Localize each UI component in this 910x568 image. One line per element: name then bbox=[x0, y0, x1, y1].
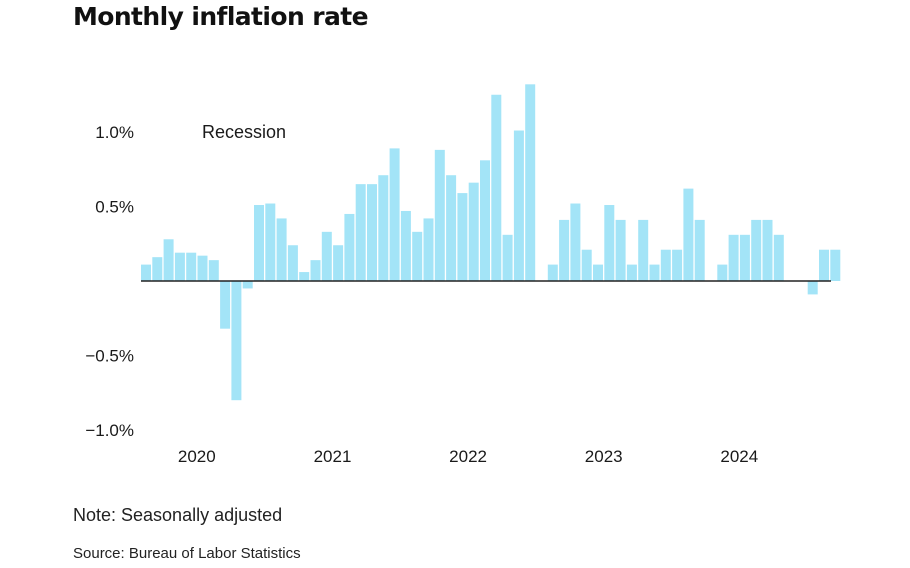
bar-2020-06 bbox=[197, 255, 208, 281]
bar-2020-08 bbox=[220, 281, 231, 329]
bar-2023-10 bbox=[649, 264, 660, 281]
bar-2022-06 bbox=[468, 182, 479, 281]
bar-2022-10 bbox=[513, 130, 524, 281]
chart-note: Note: Seasonally adjusted bbox=[73, 505, 283, 525]
bar-2020-05 bbox=[186, 252, 197, 281]
bar-2020-12 bbox=[265, 203, 276, 281]
chart-plot: 1.0% 0.5% −0.5% −1.0% 2020 2021 2022 2023 2024 Re… bbox=[85, 84, 841, 466]
bar-2022-01 bbox=[412, 231, 423, 281]
bar-2020-03 bbox=[163, 239, 174, 281]
bar-2023-04 bbox=[581, 249, 592, 281]
bar-2021-05 bbox=[321, 231, 332, 281]
bar-2023-01 bbox=[547, 264, 558, 281]
bar-2023-09 bbox=[638, 219, 649, 281]
bar-2023-11 bbox=[660, 249, 671, 281]
bar-2020-02 bbox=[152, 257, 163, 281]
bar-2021-12 bbox=[400, 210, 411, 281]
bar-2024-09 bbox=[773, 234, 784, 281]
bar-2022-09 bbox=[502, 234, 513, 281]
bar-2021-11 bbox=[389, 148, 400, 281]
bar-2021-06 bbox=[333, 245, 344, 281]
bar-2020-04 bbox=[174, 252, 185, 281]
y-tick-label: −0.5% bbox=[85, 347, 134, 366]
bar-2020-01 bbox=[141, 264, 151, 281]
bar-2021-04 bbox=[310, 260, 321, 281]
bar-2021-09 bbox=[367, 184, 377, 281]
x-tick-label: 2023 bbox=[585, 447, 623, 466]
bar-2024-06 bbox=[739, 234, 750, 281]
bar-2020-09 bbox=[231, 281, 242, 401]
bar-2023-08 bbox=[626, 264, 637, 281]
x-tick-label: 2024 bbox=[720, 447, 758, 466]
bar-2022-11 bbox=[525, 84, 536, 281]
bar-2022-05 bbox=[457, 193, 468, 281]
bar-2023-03 bbox=[570, 203, 581, 281]
bar-2020-11 bbox=[254, 205, 264, 281]
y-tick-label: −1.0% bbox=[85, 421, 134, 440]
bar-2022-02 bbox=[423, 218, 434, 281]
chart-title: Monthly inflation rate bbox=[73, 2, 369, 31]
bar-2022-04 bbox=[446, 175, 457, 281]
bar-2024-07 bbox=[751, 219, 762, 281]
bar-2021-08 bbox=[355, 184, 366, 281]
chart-source: Source: Bureau of Labor Statistics bbox=[73, 545, 301, 562]
bar-2024-02 bbox=[694, 219, 705, 281]
x-tick-label: 2021 bbox=[314, 447, 352, 466]
bar-2024-08 bbox=[762, 219, 773, 281]
bar-2023-05 bbox=[593, 264, 603, 281]
bar-2023-02 bbox=[559, 219, 570, 281]
bar-2023-07 bbox=[615, 219, 626, 281]
y-tick-label: 1.0% bbox=[95, 123, 134, 142]
bar-2021-07 bbox=[344, 213, 355, 281]
bar-2025-01 bbox=[819, 249, 829, 281]
x-tick-label: 2022 bbox=[449, 447, 487, 466]
y-tick-label: 0.5% bbox=[95, 198, 134, 217]
bar-2023-12 bbox=[672, 249, 683, 281]
bar-2021-01 bbox=[276, 218, 287, 281]
bar-2021-02 bbox=[287, 245, 298, 281]
bar-2024-04 bbox=[717, 264, 728, 281]
bar-2023-06 bbox=[604, 205, 615, 281]
bar-2022-08 bbox=[491, 94, 502, 281]
bar-2022-03 bbox=[434, 149, 445, 281]
x-tick-label: 2020 bbox=[178, 447, 216, 466]
bar-2020-07 bbox=[208, 260, 219, 281]
bar-undefined bbox=[830, 249, 841, 281]
bar-2024-05 bbox=[728, 234, 739, 281]
bar-2021-03 bbox=[299, 272, 310, 281]
bar-2022-07 bbox=[480, 160, 490, 281]
bar-2021-10 bbox=[378, 175, 389, 281]
bar-2024-12 bbox=[807, 281, 818, 295]
bar-2024-01 bbox=[683, 188, 694, 281]
recession-annotation: Recession bbox=[202, 122, 286, 142]
bar-2020-10 bbox=[242, 281, 253, 289]
